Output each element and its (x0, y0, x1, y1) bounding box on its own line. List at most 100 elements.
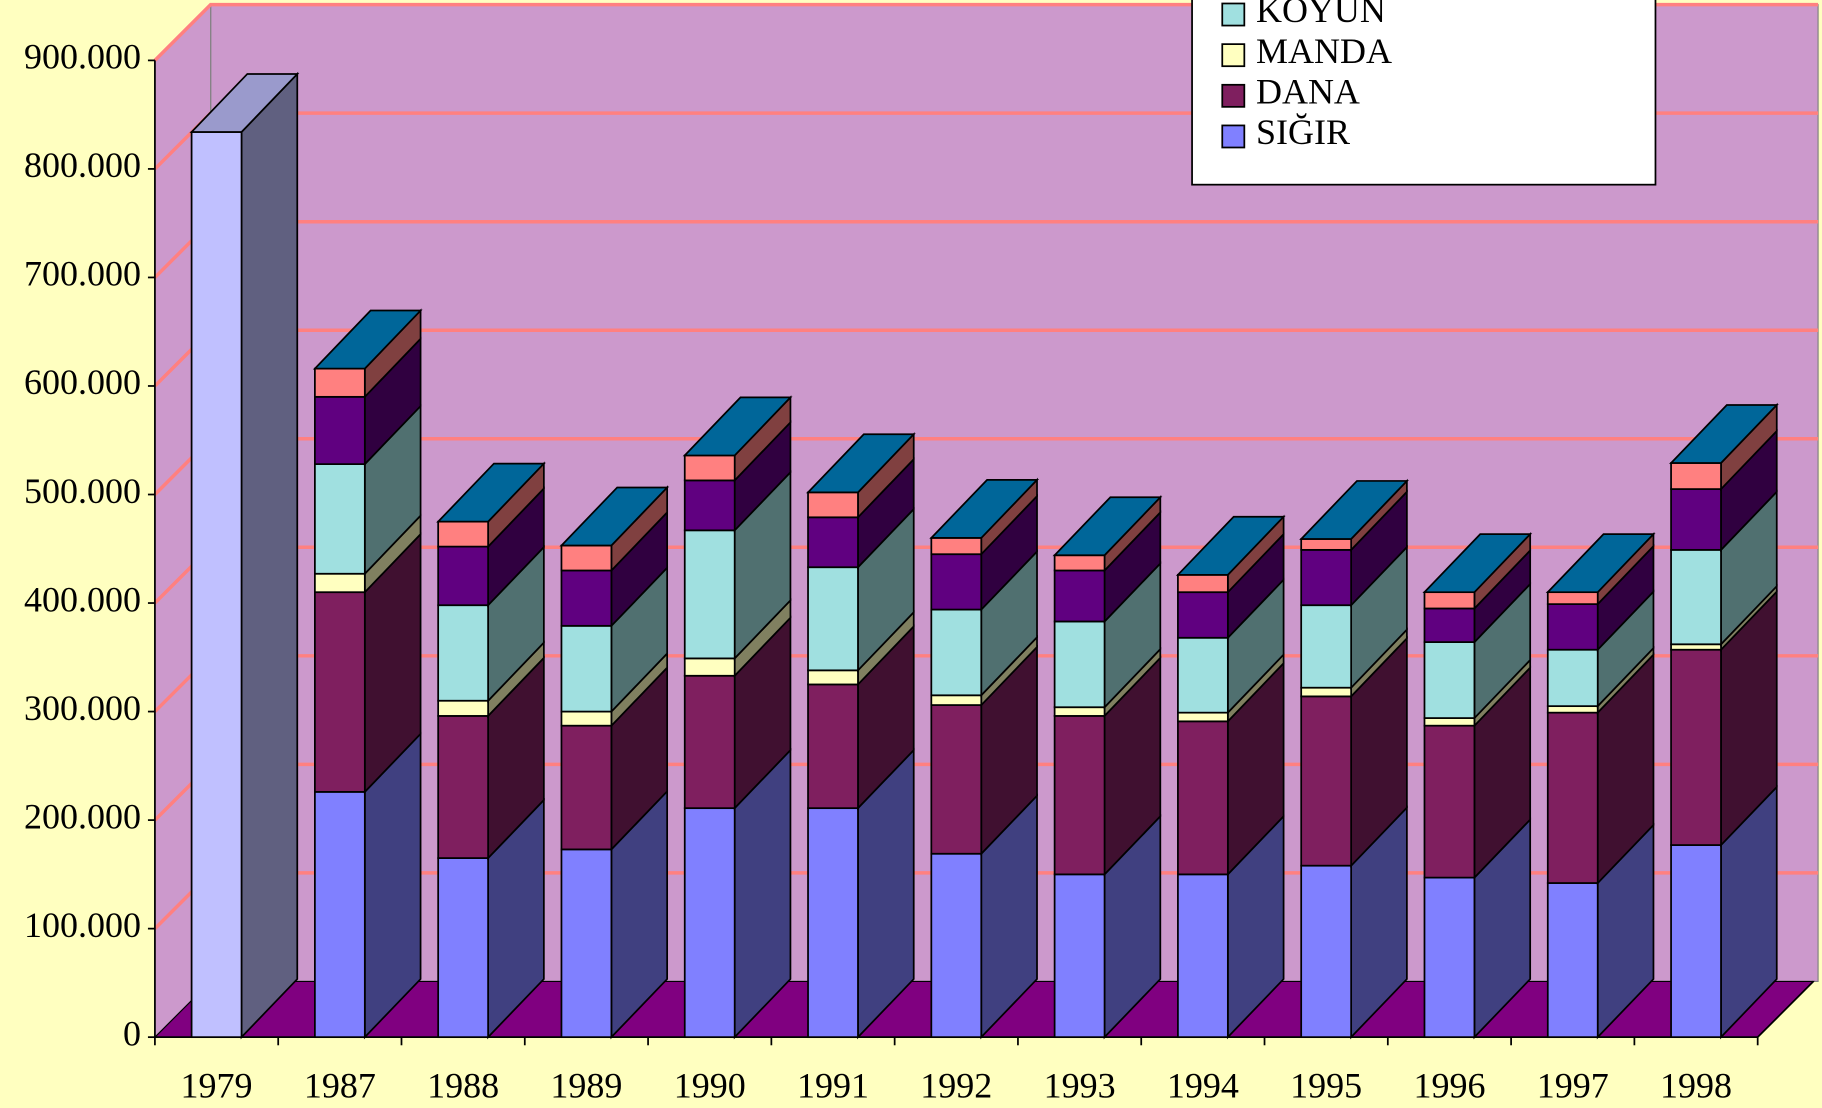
bar (1423, 717, 1476, 727)
bar (437, 715, 489, 859)
bar (1546, 603, 1599, 651)
bar-top (1545, 533, 1656, 594)
x-tick-label: 1992 (920, 1066, 992, 1106)
bar (807, 491, 859, 519)
bar-top (189, 73, 300, 133)
bar (1670, 548, 1722, 646)
legend-swatch (1221, 124, 1246, 149)
legend-label: SIĞIR (1256, 112, 1350, 152)
bar (1546, 711, 1599, 884)
bar-top (805, 433, 916, 494)
bar (1300, 548, 1353, 607)
y-tick-label: 500.000 (24, 471, 141, 511)
bar (1300, 686, 1353, 698)
bar (1300, 695, 1353, 867)
bar (807, 669, 859, 686)
y-tick-label: 800.000 (24, 145, 141, 185)
bar (807, 807, 859, 1039)
bar (560, 710, 613, 727)
y-tick-label: 300.000 (24, 688, 141, 728)
bar (314, 572, 366, 594)
bar-top (1422, 533, 1533, 594)
y-tick-label: 600.000 (24, 362, 141, 402)
bar (1423, 876, 1476, 1039)
bar (437, 604, 489, 702)
bar (560, 544, 613, 572)
bar (1423, 591, 1476, 610)
legend-label: DANA (1256, 72, 1360, 112)
bar-top (559, 486, 670, 547)
bar (1177, 711, 1229, 723)
bar (1053, 706, 1106, 717)
bar (560, 724, 613, 851)
bar (807, 683, 859, 810)
bar (1546, 882, 1599, 1039)
x-tick-label: 1989 (550, 1066, 622, 1106)
bar (807, 566, 859, 672)
bar (683, 529, 736, 660)
bar (1546, 648, 1599, 708)
bar (1670, 488, 1722, 551)
bar-top (929, 478, 1040, 539)
bar (930, 608, 983, 697)
bar (1177, 636, 1229, 714)
bar (1423, 607, 1476, 643)
bar-top (1299, 480, 1409, 540)
bar (930, 553, 983, 611)
y-tick-label: 200.000 (24, 796, 141, 836)
bar (1300, 604, 1353, 689)
bar (1177, 720, 1229, 876)
x-tick-label: 1987 (304, 1066, 376, 1106)
bar (314, 791, 366, 1039)
floor-edge (1757, 980, 1815, 1038)
bar (1670, 648, 1722, 846)
bar (1053, 715, 1106, 876)
bar (437, 520, 489, 548)
bar (930, 694, 983, 706)
bar (683, 807, 736, 1039)
x-tick-label: 1988 (427, 1066, 499, 1106)
bar (683, 454, 736, 482)
bar (1053, 569, 1106, 623)
legend-box (1191, 0, 1657, 186)
legend-swatch (1221, 43, 1246, 68)
bar (1546, 591, 1599, 605)
bar (314, 463, 366, 575)
bar (683, 674, 736, 810)
x-tick-label: 1997 (1537, 1066, 1609, 1106)
bar (314, 395, 366, 465)
legend-swatch (1221, 2, 1246, 27)
x-tick-label: 1994 (1167, 1066, 1239, 1106)
bar (930, 852, 983, 1039)
bar (1177, 873, 1229, 1039)
bar (1546, 705, 1599, 714)
bar-top (436, 462, 546, 523)
legend-label: KOYUN (1256, 0, 1386, 30)
bar (1053, 620, 1106, 709)
bar (437, 545, 489, 607)
bar-top (1052, 496, 1163, 557)
bar (560, 624, 613, 713)
bar (930, 537, 983, 556)
bar (1300, 864, 1353, 1039)
bar (1423, 724, 1476, 879)
x-tick-label: 1990 (674, 1066, 746, 1106)
x-tick-label: 1995 (1290, 1066, 1362, 1106)
bar (807, 516, 859, 569)
bar (930, 704, 983, 855)
bar (437, 857, 489, 1039)
y-tick-label: 100.000 (24, 905, 141, 945)
bar (190, 131, 243, 1039)
bar (1670, 462, 1722, 490)
bar-top (312, 309, 423, 370)
bar (1053, 873, 1106, 1039)
x-tick-label: 1993 (1044, 1066, 1116, 1106)
legend-label: MANDA (1256, 31, 1392, 71)
bar (683, 657, 736, 677)
y-tick-label: 900.000 (24, 37, 141, 77)
y-tick-label: 0 (123, 1013, 141, 1053)
x-tick-label: 1996 (1413, 1066, 1485, 1106)
legend-swatch (1221, 83, 1246, 108)
bar (683, 479, 736, 532)
